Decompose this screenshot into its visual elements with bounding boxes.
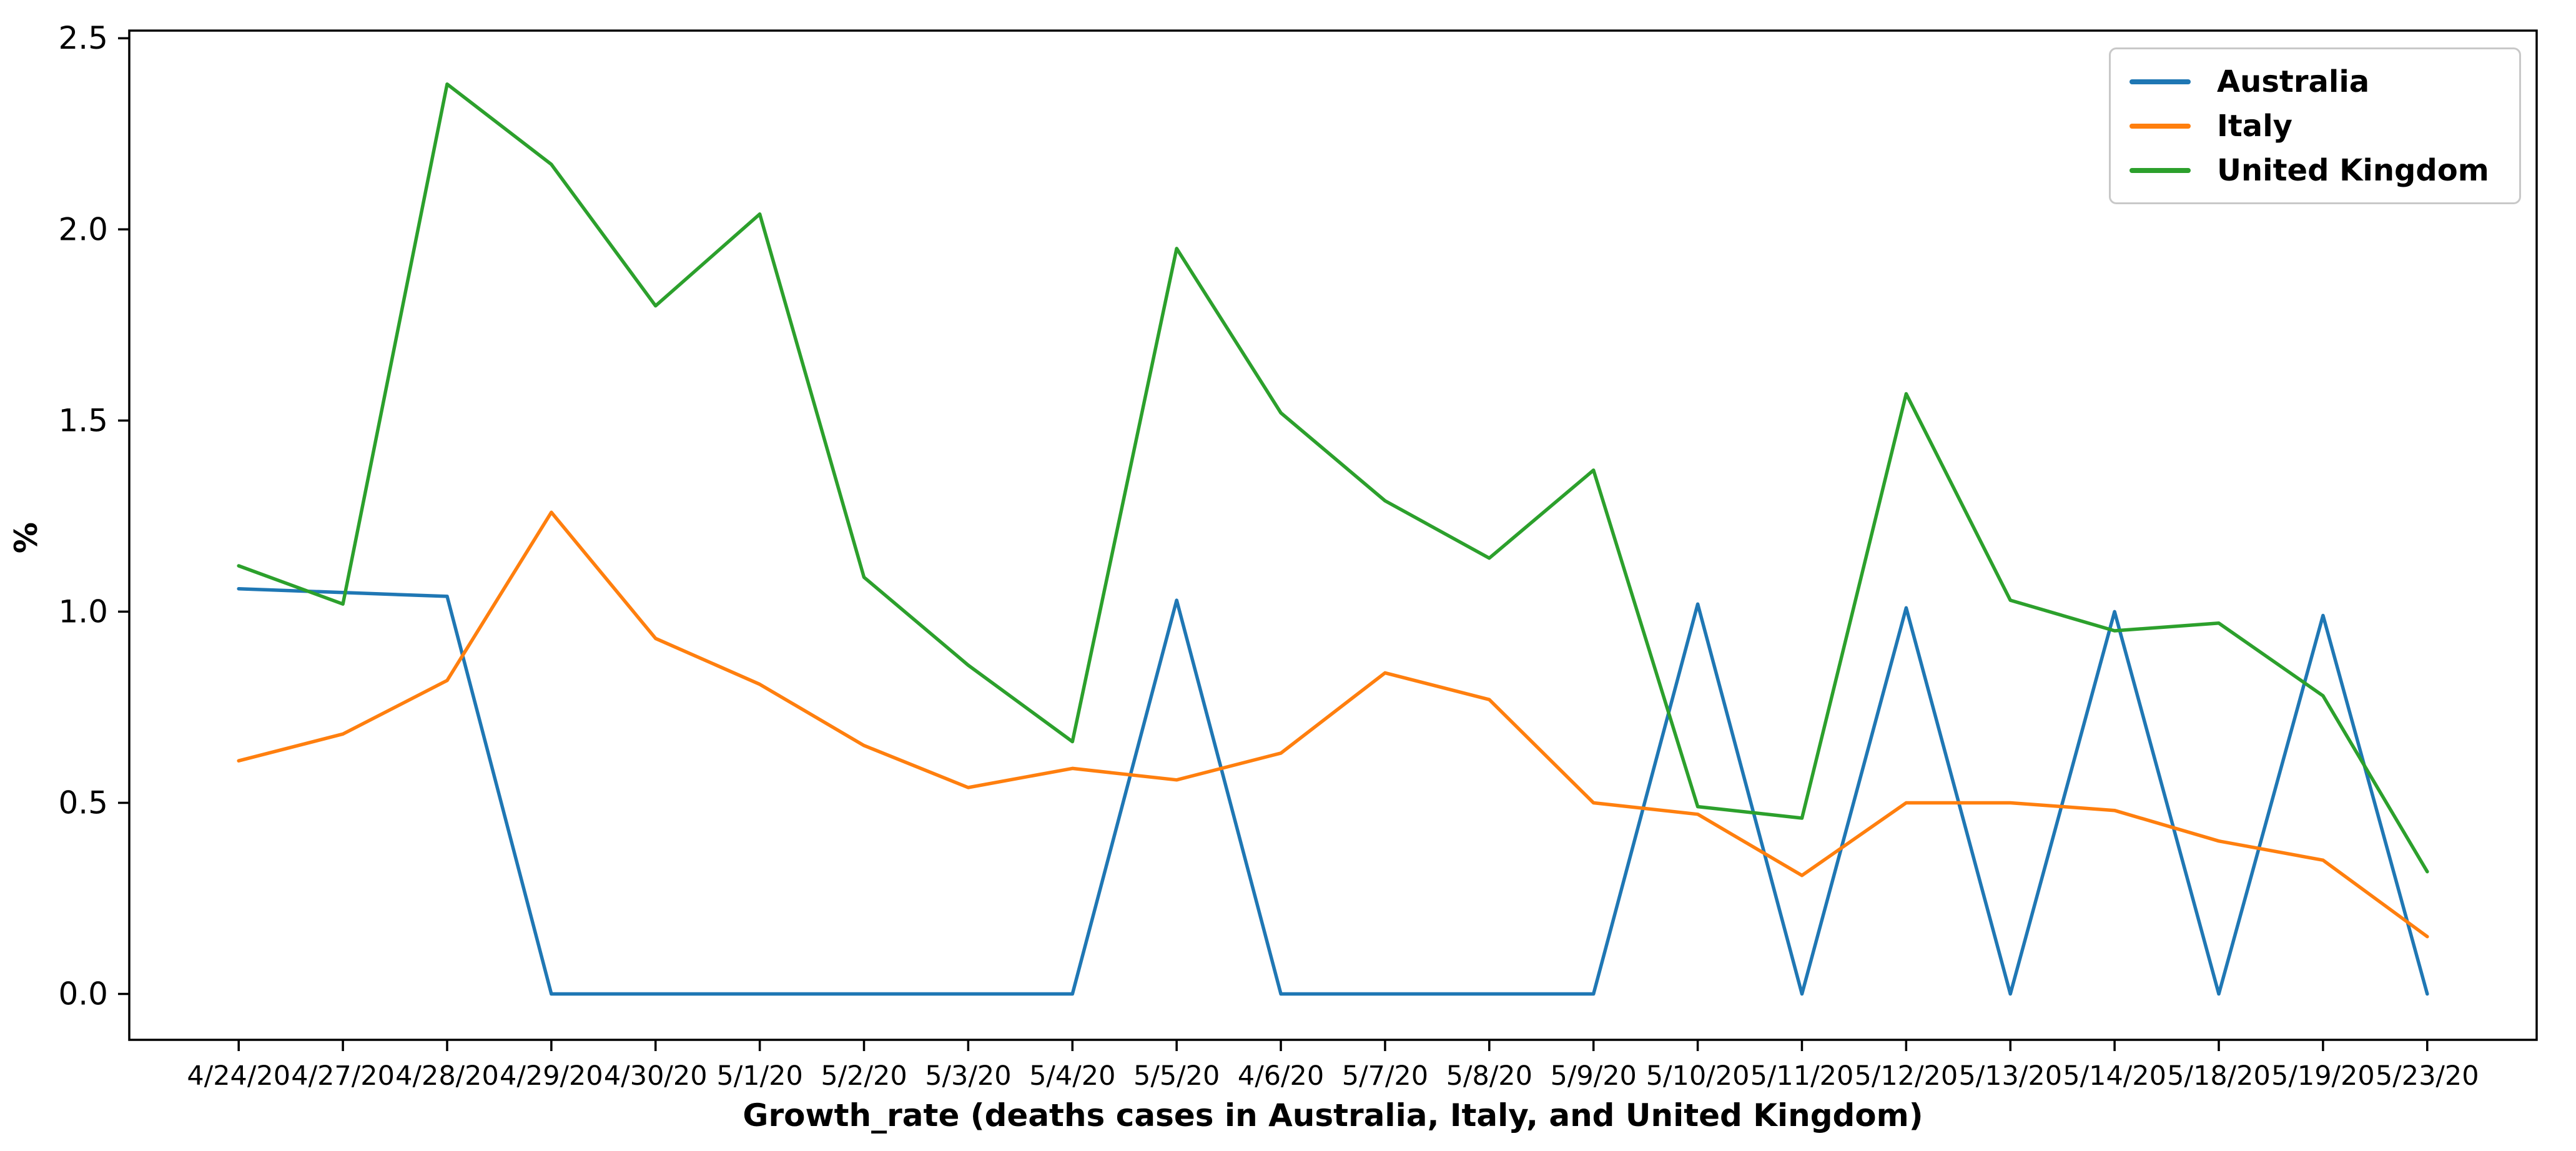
y-tick-label: 1.5	[58, 402, 108, 438]
legend-label: United Kingdom	[2217, 152, 2489, 188]
y-tick-label: 2.5	[58, 20, 108, 56]
x-tick-label: 4/24/20	[187, 1060, 290, 1092]
x-tick-label: 5/13/20	[1958, 1060, 2062, 1092]
x-tick-label: 4/6/20	[1238, 1060, 1324, 1092]
y-tick-label: 0.0	[58, 976, 108, 1012]
legend-item-united-kingdom: United Kingdom	[2129, 148, 2507, 192]
x-tick-label: 4/28/20	[395, 1060, 499, 1092]
legend-line-swatch	[2129, 79, 2191, 84]
x-tick-label: 5/23/20	[2376, 1060, 2479, 1092]
x-tick-label: 5/19/20	[2271, 1060, 2375, 1092]
line-united-kingdom	[237, 82, 2429, 874]
y-axis-label: %	[8, 521, 44, 554]
x-tick-label: 4/27/20	[291, 1060, 395, 1092]
x-tick-label: 4/29/20	[500, 1060, 603, 1092]
y-tick-label: 2.0	[58, 211, 108, 247]
x-tick-label: 5/4/20	[1029, 1060, 1115, 1092]
axes-spines	[128, 29, 2538, 1041]
x-tick-label: 5/9/20	[1551, 1060, 1637, 1092]
x-tick-label: 5/11/20	[1750, 1060, 1854, 1092]
x-tick-label: 4/30/20	[604, 1060, 708, 1092]
x-axis-label: Growth_rate (deaths cases in Australia, …	[743, 1097, 1923, 1134]
y-tick-label: 1.0	[58, 593, 108, 630]
x-tick-label: 5/10/20	[1646, 1060, 1750, 1092]
x-tick-label: 5/8/20	[1446, 1060, 1532, 1092]
legend-label: Australia	[2217, 64, 2370, 99]
line-australia	[237, 586, 2429, 996]
legend: Australia Italy United Kingdom	[2109, 47, 2521, 204]
legend-line-swatch	[2129, 123, 2191, 129]
x-tick-label: 5/2/20	[821, 1060, 907, 1092]
legend-item-italy: Italy	[2129, 104, 2507, 148]
x-tick-label: 5/18/20	[2167, 1060, 2271, 1092]
x-tick-label: 5/5/20	[1133, 1060, 1220, 1092]
x-tick-label: 5/7/20	[1342, 1060, 1428, 1092]
x-tick-label: 5/3/20	[925, 1060, 1011, 1092]
legend-line-swatch	[2129, 167, 2191, 173]
line-italy	[237, 510, 2429, 939]
y-tick-label: 0.5	[58, 784, 108, 821]
x-tick-label: 5/12/20	[1854, 1060, 1958, 1092]
legend-item-australia: Australia	[2129, 59, 2507, 104]
legend-label: Italy	[2217, 108, 2292, 144]
x-tick-label: 5/1/20	[716, 1060, 802, 1092]
x-tick-label: 5/14/20	[2063, 1060, 2166, 1092]
